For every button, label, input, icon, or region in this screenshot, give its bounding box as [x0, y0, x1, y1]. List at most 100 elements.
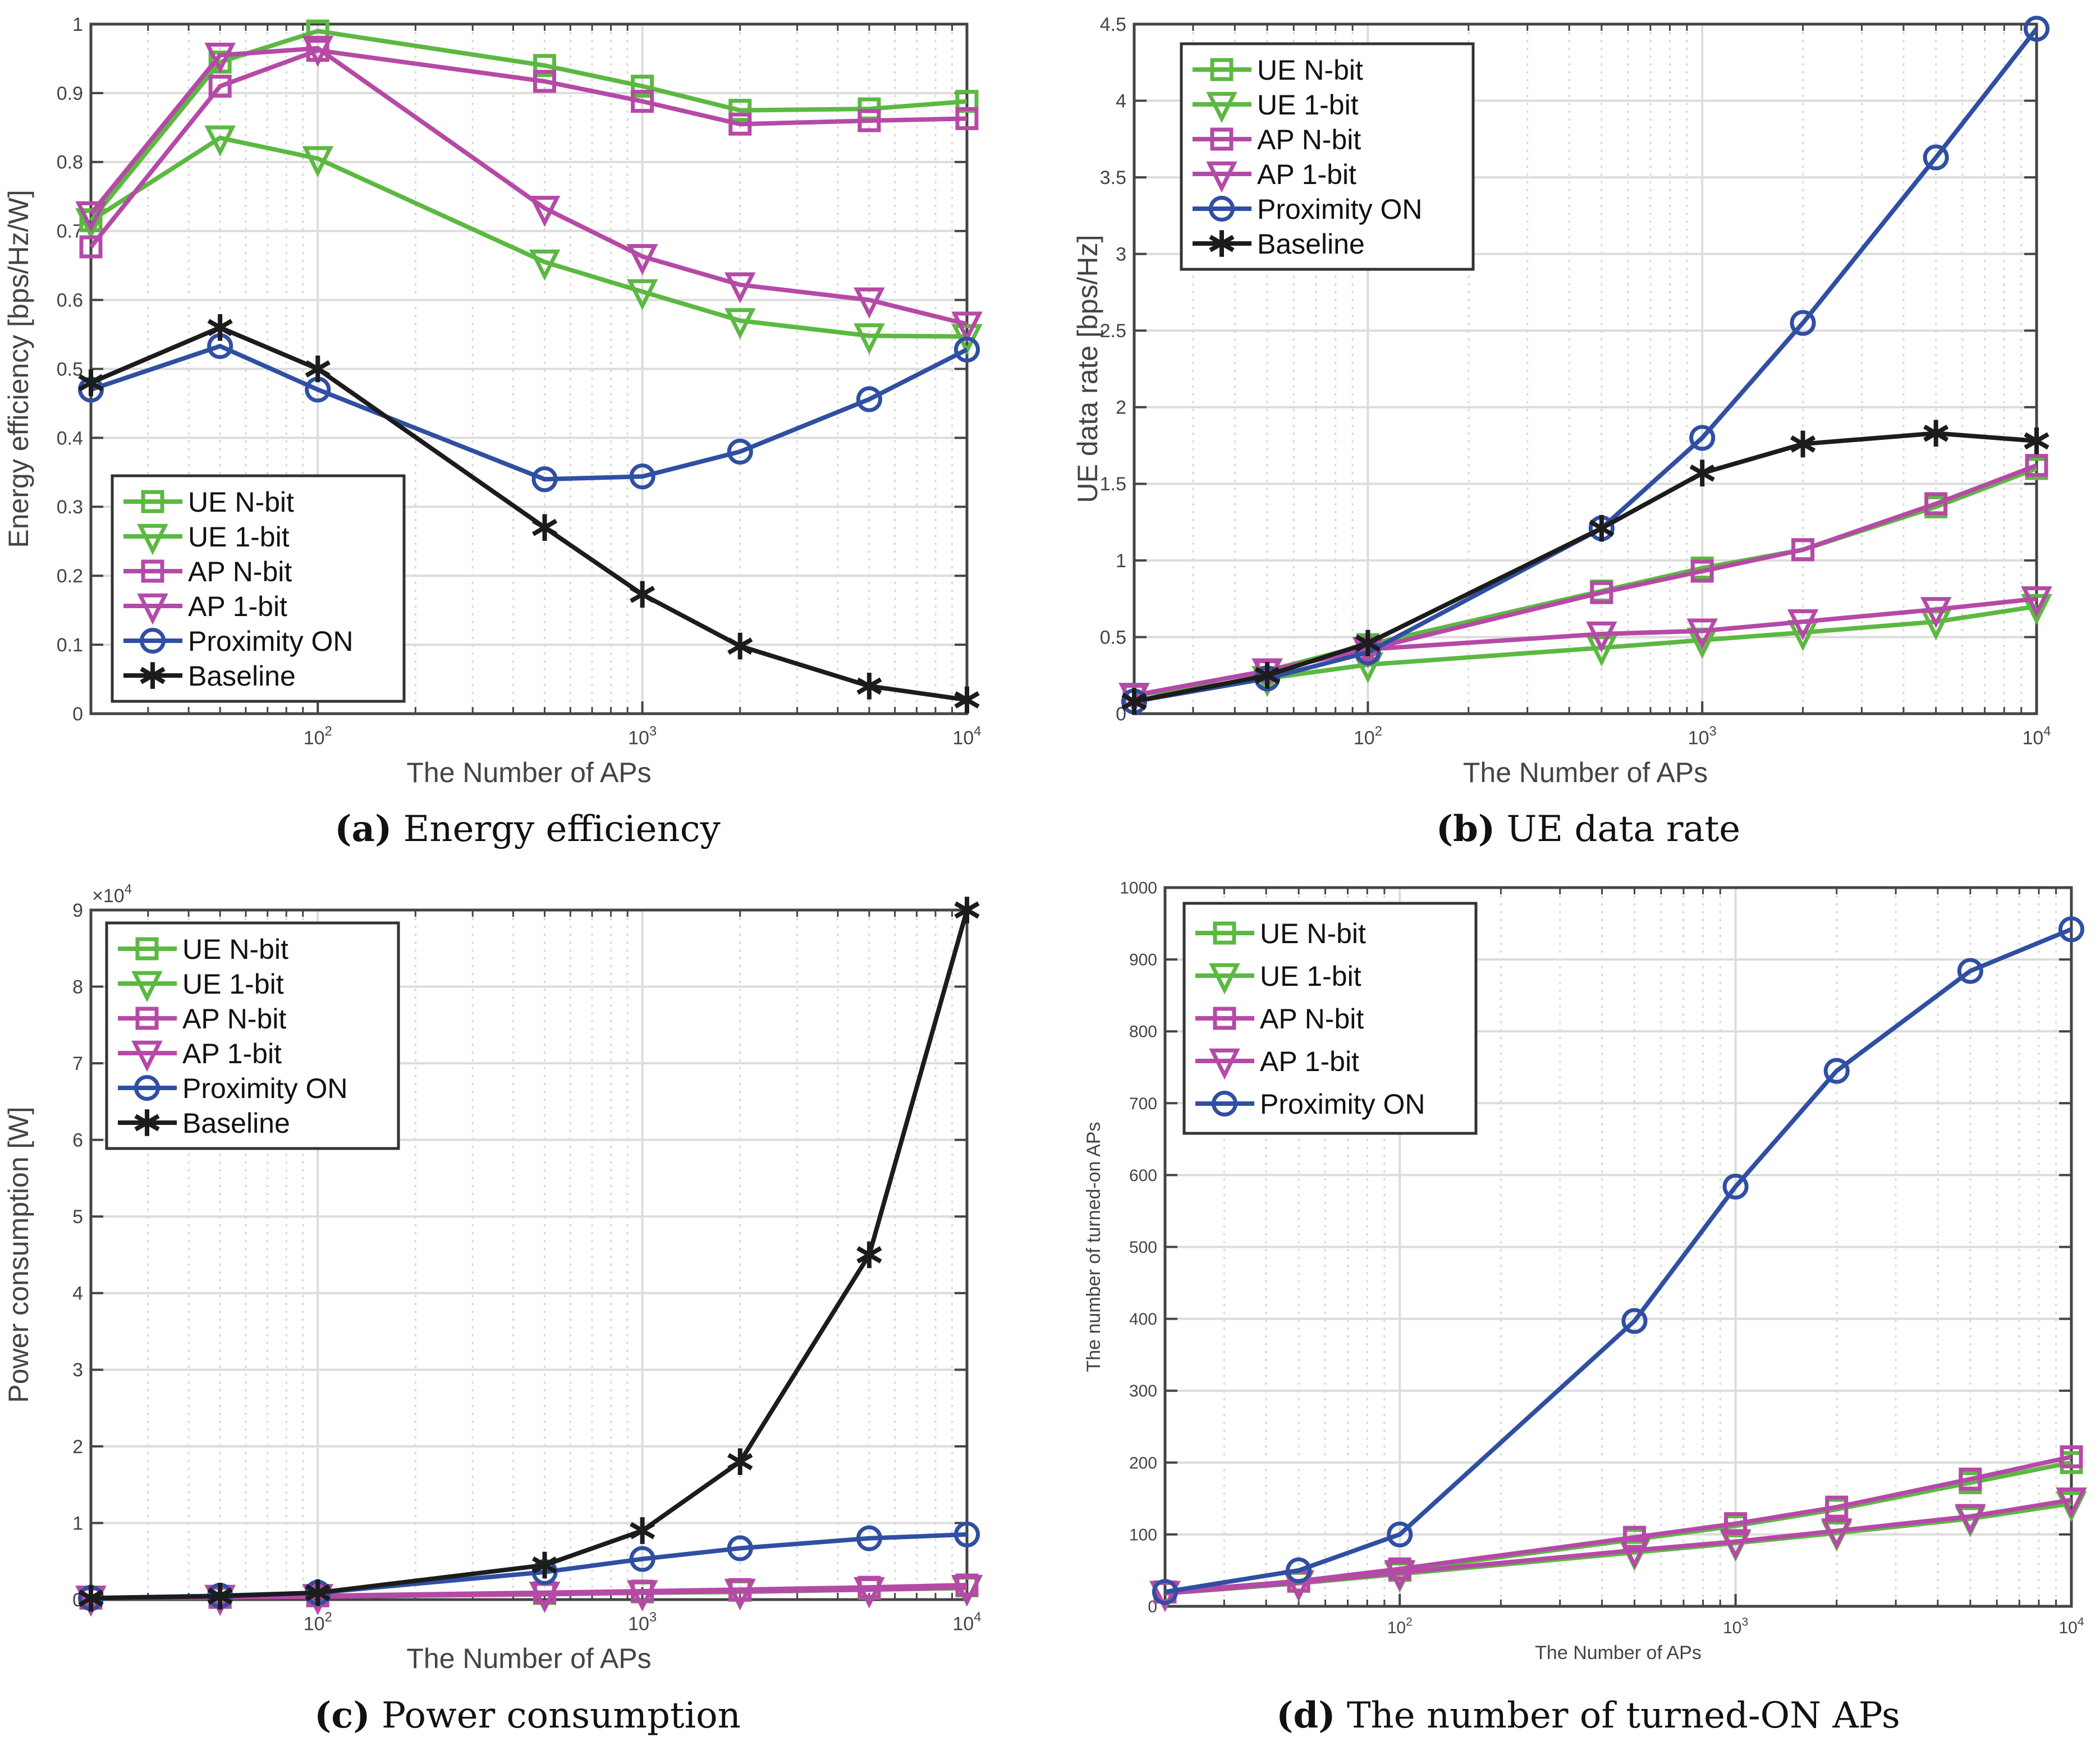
y-tick-label: 9 [72, 900, 83, 921]
multiplier-exponent: 4 [125, 882, 132, 897]
asterisk-stroke [134, 1114, 160, 1132]
legend-item: Baseline [123, 660, 296, 692]
legend-label: Baseline [1257, 228, 1365, 260]
series-line [1134, 431, 2037, 704]
legend-item: UE 1-bit [118, 968, 284, 1003]
chart-panel-a: 102 103 10400.10.20.30.40.50.60.70.80.91Th… [3, 14, 983, 788]
asterisk-stroke [1209, 235, 1235, 252]
triangle-marker [854, 1577, 885, 1609]
x-tick-exponent: 4 [974, 1610, 981, 1625]
square-marker [208, 75, 232, 98]
asterisk-marker [78, 369, 104, 396]
asterisk-marker [2024, 428, 2049, 454]
asterisk-stroke [856, 1246, 882, 1264]
square-marker [631, 90, 654, 113]
square-marker [141, 490, 164, 513]
legend-item: Baseline [1193, 228, 1365, 260]
caption-b: (b) UE data rate [1083, 808, 2093, 850]
series-line [90, 343, 968, 482]
triangle-marker [724, 308, 756, 339]
y-tick-label: 0 [72, 704, 83, 725]
square-marker [1724, 1512, 1748, 1536]
asterisk-stroke [727, 1453, 753, 1471]
asterisk-marker [954, 897, 980, 924]
triangle-marker [2021, 586, 2052, 618]
x-tick-label: 103 [628, 1610, 657, 1634]
legend-label: Proximity ON [188, 626, 353, 657]
x-axis-label: The Number of APs [406, 1643, 651, 1674]
y-tick-label: 900 [1129, 951, 1157, 970]
circle-marker [2023, 16, 2050, 42]
series-baseline [78, 897, 980, 1612]
x-tick-label: 104 [2022, 724, 2051, 748]
square-marker [135, 1007, 159, 1030]
y-tick-label: 0.2 [57, 566, 83, 587]
legend-label: Proximity ON [1257, 194, 1422, 225]
legend-label: UE N-bit [1257, 54, 1363, 86]
square-marker [631, 75, 654, 98]
triangle-marker [131, 1040, 163, 1072]
legend-item: AP N-bit [1195, 1003, 1364, 1035]
caption-text: Power consumption [382, 1695, 741, 1736]
y-tick-label: 0.5 [1100, 627, 1126, 648]
triangle-marker [1384, 1560, 1416, 1592]
triangle-marker [854, 323, 885, 355]
square-marker [1213, 1007, 1236, 1030]
square-marker [1924, 492, 1948, 516]
legend-item: Proximity ON [1193, 194, 1422, 225]
y-axis-label: The number of turned-on APs [1083, 1122, 1104, 1372]
y-tick-label: 1 [72, 1513, 83, 1534]
asterisk-stroke [1923, 424, 1949, 442]
asterisk-marker [531, 514, 558, 541]
triangle-marker [2056, 1487, 2087, 1519]
y-tick-label: 0.8 [57, 152, 83, 173]
series-line [89, 135, 968, 339]
square-marker [141, 559, 164, 583]
asterisk-marker [1923, 420, 1949, 447]
circle-marker [1790, 310, 1816, 336]
series-line [1134, 596, 2037, 698]
y-tick-label: 4 [1116, 90, 1126, 112]
circle-marker [856, 386, 882, 412]
y-tick-label: 400 [1129, 1310, 1157, 1329]
asterisk-marker [856, 673, 882, 700]
y-tick-label: 6 [72, 1130, 83, 1151]
asterisk-stroke [727, 637, 753, 655]
asterisk-stroke [630, 586, 655, 603]
y-tick-label: 0.3 [57, 497, 83, 518]
y-tick-label: 2 [72, 1436, 83, 1458]
asterisk-marker [1254, 661, 1280, 689]
legend-item: AP N-bit [118, 1003, 286, 1035]
triangle-marker [951, 311, 983, 343]
series-line [90, 325, 968, 702]
triangle-marker [1586, 621, 1617, 653]
circle-marker [727, 1535, 753, 1561]
circle-marker [856, 1525, 882, 1551]
x-tick-exponent: 4 [2043, 724, 2051, 739]
multiplier-base: ×10 [92, 885, 125, 907]
legend-item: Proximity ON [118, 1073, 347, 1104]
asterisk-marker [134, 1109, 160, 1136]
legend-item: UE 1-bit [1193, 89, 1359, 123]
triangle-marker [75, 201, 107, 233]
x-tick-exponent: 4 [974, 724, 981, 739]
circle-marker [629, 1546, 655, 1572]
legend-label: AP N-bit [1257, 124, 1361, 155]
triangle-marker [1206, 91, 1237, 123]
y-tick-label: 1 [72, 14, 83, 35]
legend-label: UE N-bit [182, 934, 288, 965]
caption-letter: (b) [1436, 808, 1496, 850]
asterisk-stroke [531, 518, 558, 536]
square-marker [1210, 58, 1234, 81]
x-tick-exponent: 3 [649, 724, 657, 739]
asterisk-marker [1355, 630, 1381, 657]
triangle-marker [1821, 1518, 1853, 1550]
legend-item: AP N-bit [123, 556, 292, 587]
